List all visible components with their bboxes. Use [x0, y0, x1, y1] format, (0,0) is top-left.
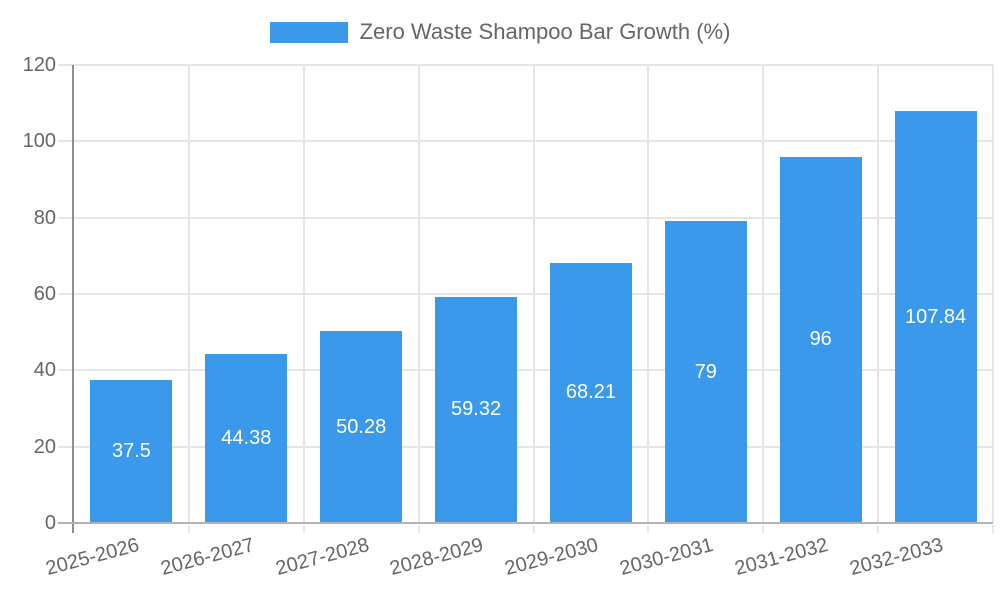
bar: 50.28: [320, 331, 403, 523]
x-tick-mark: [762, 525, 765, 533]
bar: 107.84: [894, 111, 977, 523]
x-tick-mark: [302, 525, 305, 533]
y-tick-mark: [58, 64, 74, 66]
bar-value-label: 96: [809, 328, 832, 351]
x-tick-mark: [992, 525, 994, 533]
y-tick-label: 40: [33, 359, 56, 382]
bar: 37.5: [90, 379, 173, 523]
y-tick-mark: [58, 369, 74, 372]
y-tick-label: 0: [44, 512, 56, 534]
y-tick-mark: [58, 216, 74, 219]
x-tick-label: 2027-2028: [273, 533, 372, 580]
x-tick-mark: [532, 525, 535, 533]
bar-value-label: 68.21: [565, 381, 616, 404]
bar: 96: [779, 156, 862, 523]
bar: 44.38: [205, 353, 288, 523]
bar-value-label: 107.84: [904, 305, 967, 328]
gridline-vertical: [877, 65, 880, 523]
gridline-vertical: [647, 65, 650, 523]
y-tick-label: 20: [33, 435, 56, 458]
bar-value-label: 37.5: [111, 439, 151, 462]
x-tick-mark: [187, 525, 190, 533]
bar: 79: [664, 221, 747, 523]
gridline-vertical: [417, 65, 420, 523]
y-axis-line: [72, 65, 74, 533]
chart-legend[interactable]: Zero Waste Shampoo Bar Growth (%): [0, 20, 1000, 44]
x-tick-label: 2026-2027: [158, 533, 257, 580]
y-tick-label: 80: [33, 206, 56, 229]
y-tick-label: 120: [22, 54, 56, 76]
x-tick-mark: [647, 525, 650, 533]
x-tick-label: 2029-2030: [502, 533, 601, 580]
bar: 68.21: [549, 262, 632, 523]
x-tick-label: 2028-2029: [387, 533, 487, 580]
legend-swatch-icon: [269, 21, 348, 43]
gridline-vertical: [532, 65, 535, 523]
legend-label: Zero Waste Shampoo Bar Growth (%): [359, 19, 731, 44]
y-tick-label: 100: [22, 130, 56, 153]
x-tick-mark: [417, 525, 420, 533]
bar-value-label: 44.38: [221, 426, 272, 449]
bar-value-label: 79: [694, 360, 717, 383]
x-axis-line: [58, 522, 993, 524]
x-tick-label: 2032-2033: [847, 533, 946, 580]
y-tick-mark: [58, 445, 74, 448]
y-tick-label: 60: [33, 283, 56, 305]
x-tick-label: 2025-2026: [43, 533, 142, 580]
gridline-vertical: [187, 65, 190, 523]
bar-value-label: 59.32: [451, 398, 502, 421]
x-tick-label: 2031-2032: [732, 533, 831, 580]
y-tick-mark: [58, 140, 74, 143]
bar: 59.32: [435, 296, 518, 523]
bar-value-label: 50.28: [336, 415, 387, 438]
x-tick-mark: [877, 525, 880, 533]
gridline-vertical: [762, 65, 765, 523]
x-tick-label: 2030-2031: [617, 533, 716, 580]
y-tick-mark: [58, 293, 74, 295]
gridline-vertical: [992, 65, 994, 523]
gridline-vertical: [302, 65, 305, 523]
